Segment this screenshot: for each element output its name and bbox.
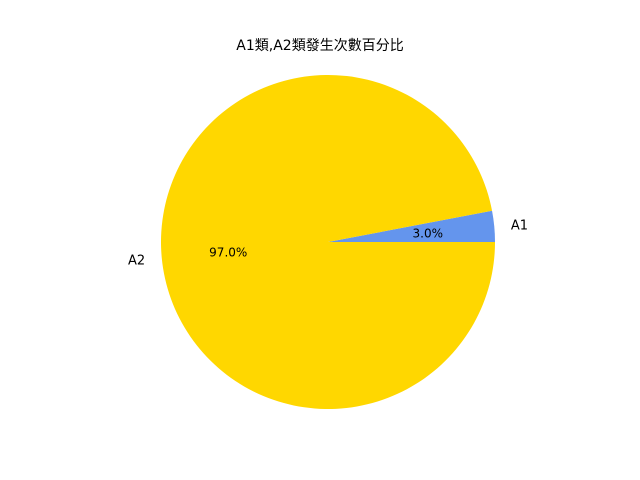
pie-slice-a2 <box>160 75 495 410</box>
slice-label-a2: A2 <box>128 253 145 268</box>
pie-slices <box>160 75 496 410</box>
chart-title: A1類,A2類發生次數百分比 <box>236 38 403 54</box>
pie-slice-a1 <box>328 210 496 242</box>
pie-labels: A1 3.0% A2 97.0% <box>128 219 528 269</box>
slice-percent-a2: 97.0% <box>209 245 247 259</box>
slice-percent-a1: 3.0% <box>413 227 444 241</box>
slice-label-a1: A1 <box>511 219 528 234</box>
